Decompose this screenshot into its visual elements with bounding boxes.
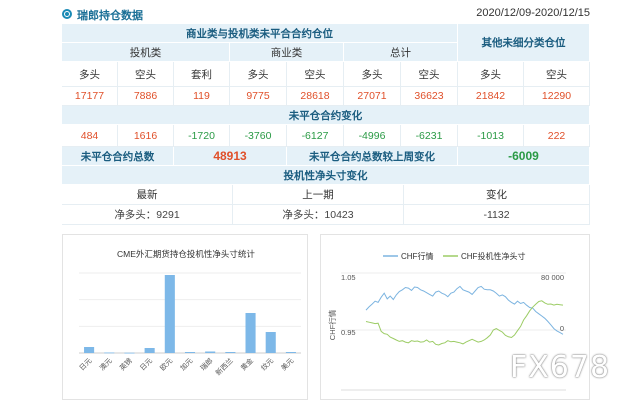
legend-label-chf-net: CHF投机性净头寸 [461,251,525,261]
bar [124,352,135,354]
position-value: 9775 [230,87,287,106]
bar-x-label: 美元 [279,356,295,372]
oi-change-value: -6009 [458,147,590,166]
change-value: -6127 [287,125,344,147]
col-label: 空头 [401,62,458,87]
change-value: -1720 [174,125,230,147]
page-title: 瑞郎持仓数据 [77,10,143,22]
line-chart: CHF行情 CHF投机性净头寸 1.05 0.95 80 000 0 CHF行情 [327,251,566,391]
change-value: 1616 [118,125,174,147]
group-header: 商业类与投机类未平合合约仓位 [62,24,458,43]
line-chart-legend: CHF行情 CHF投机性净头寸 [383,251,525,261]
bar-x-label: 英镑 [118,356,134,372]
position-value: 36623 [401,87,458,106]
bar [225,352,236,353]
oi-total-label: 未平仓合约总数 [62,147,174,166]
change-value: -1013 [458,125,524,147]
bar-x-label: 纹元 [259,356,275,372]
bar-x-label: 加元 [178,356,194,372]
bar [84,347,95,353]
bar [164,275,175,353]
bar-chart-panel: CME外汇期货持仓投机性净头寸统计 日元 澳元 英镑 日元 欧元 加元 瑞郎 新西兰 黄金 纹元美… [62,234,308,400]
bar [285,352,296,353]
change-value: 484 [62,125,118,147]
position-value: 28618 [287,87,344,106]
bar-x-label: 日元 [78,357,94,373]
previous-value: 净多头：10423 [233,205,404,225]
change-value: -4996 [344,125,401,147]
series-line-chf-price [365,285,564,335]
latest-value: 净多头：9291 [62,205,233,225]
line-chart-panel: CHF行情 CHF投机性净头寸 1.05 0.95 80 000 0 CHF行情 [320,234,590,400]
col-label: 空头 [287,62,344,87]
bar [104,352,115,354]
other-header: 其他未细分类仓位 [458,24,590,62]
bar [205,351,216,353]
col-label: 多头 [344,62,401,87]
delta-value: -1132 [404,205,590,225]
previous-label: 上一期 [233,185,404,205]
left-tick-label: 0.95 [341,328,356,337]
position-value: 21842 [458,87,524,106]
col-label: 多头 [230,62,287,87]
col-label: 空头 [118,62,174,87]
right-tick-label: 80 000 [541,273,564,282]
left-axis-label: CHF行情 [327,309,337,340]
bar-x-label: 澳元 [97,356,113,372]
watermark-logo: FX678 [510,350,611,385]
speculative-header: 投机类 [62,43,230,62]
bar-x-label: 欧元 [158,356,174,372]
col-label: 空头 [524,62,590,87]
position-value: 12290 [524,87,590,106]
total-header: 总计 [344,43,458,62]
bar [245,313,256,353]
date-range: 2020/12/09-2020/12/15 [476,7,590,19]
bar-x-label: 日元 [138,357,154,373]
bar-x-label: 新西兰 [214,356,235,377]
net-position-header: 投机性净头寸变化 [62,166,590,185]
bar [184,352,196,353]
legend-label-chf-price: CHF行情 [401,251,433,261]
bar-x-label: 黄金 [239,356,255,372]
change-value: -6231 [401,125,458,147]
position-value: 7886 [118,87,174,106]
change-header: 未平仓合约变化 [62,106,590,125]
position-value: 27071 [344,87,401,106]
bar [144,348,155,353]
position-value: 17177 [62,87,118,106]
page-header: 瑞郎持仓数据 2020/12/09-2020/12/15 [62,6,590,22]
bar-chart-bars [84,275,296,354]
commercial-header: 商业类 [230,43,344,62]
col-label: 套利 [174,62,230,87]
position-value: 119 [174,87,230,106]
oi-change-label: 未平仓合约总数较上周变化 [287,147,458,166]
left-tick-label: 1.05 [341,273,356,282]
change-value: 222 [524,125,590,147]
change-value: -3760 [230,125,287,147]
bar-x-label: 瑞郎 [198,356,214,372]
col-label: 多头 [62,62,118,87]
latest-label: 最新 [62,185,233,205]
delta-label: 变化 [404,185,590,205]
bar-chart-x-labels: 日元 澳元 英镑 日元 欧元 加元 瑞郎 新西兰 黄金 纹元 美元 [78,356,295,377]
oi-total-value: 48913 [174,147,287,166]
circle-bullet-icon [62,9,72,19]
bar-chart-grid [79,272,301,354]
right-tick-label: 0 [560,324,564,333]
series-line-chf-net [365,300,564,346]
bar-chart: CME外汇期货持仓投机性净头寸统计 日元 澳元 英镑 日元 欧元 加元 瑞郎 新西兰 黄金 纹元美… [78,249,301,377]
bar-chart-title: CME外汇期货持仓投机性净头寸统计 [117,249,255,259]
col-label: 多头 [458,62,524,87]
bar [265,332,276,353]
